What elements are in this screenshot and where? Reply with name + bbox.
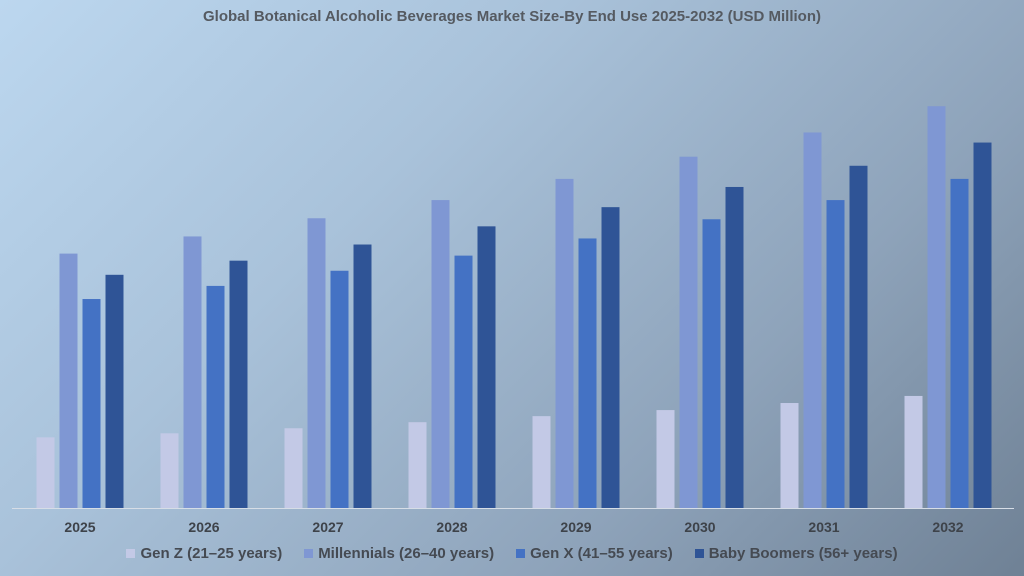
- bar-2029-series-3: [601, 207, 620, 508]
- legend-item-1: Millennials (26–40 years): [304, 545, 494, 562]
- bar-2025-series-1: [59, 253, 78, 508]
- chart-legend: Gen Z (21–25 years) Millennials (26–40 ye…: [0, 545, 1024, 562]
- bar-2030-series-3: [725, 186, 744, 508]
- x-tick-label: 2025: [64, 519, 95, 535]
- x-tick-label: 2026: [188, 519, 219, 535]
- bar-2027-series-2: [330, 270, 349, 508]
- bar-2030-series-0: [656, 410, 675, 508]
- legend-item-2: Gen X (41–55 years): [516, 545, 673, 562]
- bar-2028-series-2: [454, 255, 473, 508]
- bar-2025-series-3: [105, 274, 124, 508]
- legend-label: Gen X (41–55 years): [530, 545, 673, 562]
- x-tick-label: 2030: [684, 519, 715, 535]
- bar-2031-series-3: [849, 165, 868, 508]
- x-tick-label: 2028: [436, 519, 467, 535]
- bar-2025-series-0: [36, 437, 55, 508]
- bar-2025-series-2: [82, 299, 101, 508]
- bar-2026-series-0: [160, 433, 179, 508]
- bar-2032-series-2: [950, 178, 969, 508]
- legend-item-3: Baby Boomers (56+ years): [694, 545, 898, 562]
- legend-label: Baby Boomers (56+ years): [708, 545, 898, 562]
- legend-swatch: [304, 549, 314, 558]
- chart-title: Global Botanical Alcoholic Beverages Mar…: [203, 8, 821, 25]
- x-tick-label: 2032: [932, 519, 963, 535]
- legend-label: Millennials (26–40 years): [318, 545, 495, 562]
- bar-2032-series-3: [973, 142, 992, 509]
- bar-2030-series-2: [702, 219, 721, 508]
- bar-2026-series-1: [183, 236, 202, 508]
- bar-2026-series-3: [229, 260, 248, 508]
- bar-2032-series-0: [904, 395, 923, 508]
- x-tick-label: 2031: [808, 519, 839, 535]
- bar-2030-series-1: [679, 156, 698, 508]
- x-tick-label: 2029: [560, 519, 591, 535]
- bar-2031-series-2: [826, 200, 845, 508]
- x-tick-label: 2027: [312, 519, 343, 535]
- legend-swatch: [694, 549, 704, 558]
- bar-2028-series-0: [408, 422, 427, 508]
- bar-2029-series-2: [578, 238, 597, 508]
- legend-swatch: [516, 549, 526, 558]
- bar-2031-series-0: [780, 403, 799, 508]
- legend-item-0: Gen Z (21–25 years): [126, 545, 282, 562]
- bar-2028-series-1: [431, 200, 450, 508]
- bar-2026-series-2: [206, 285, 225, 508]
- bar-2027-series-1: [307, 218, 326, 508]
- legend-swatch: [126, 549, 136, 558]
- bar-2028-series-3: [477, 226, 496, 509]
- legend-label: Gen Z (21–25 years): [140, 545, 283, 562]
- bar-2029-series-0: [532, 416, 551, 508]
- bar-2027-series-0: [284, 428, 303, 508]
- bar-2029-series-1: [555, 178, 574, 508]
- bar-2032-series-1: [927, 106, 946, 508]
- bar-2027-series-3: [353, 244, 372, 508]
- bar-2031-series-1: [803, 132, 822, 508]
